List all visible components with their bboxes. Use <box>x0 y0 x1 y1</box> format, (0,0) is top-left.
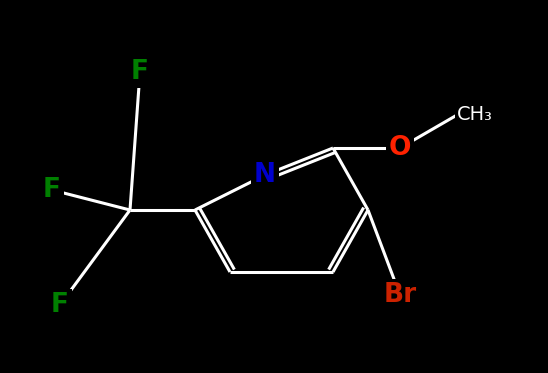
Text: F: F <box>131 59 149 85</box>
Text: CH₃: CH₃ <box>457 106 493 125</box>
Text: O: O <box>389 135 411 161</box>
Text: F: F <box>43 177 61 203</box>
Text: F: F <box>51 292 69 318</box>
Text: Br: Br <box>384 282 416 308</box>
Text: N: N <box>254 162 276 188</box>
